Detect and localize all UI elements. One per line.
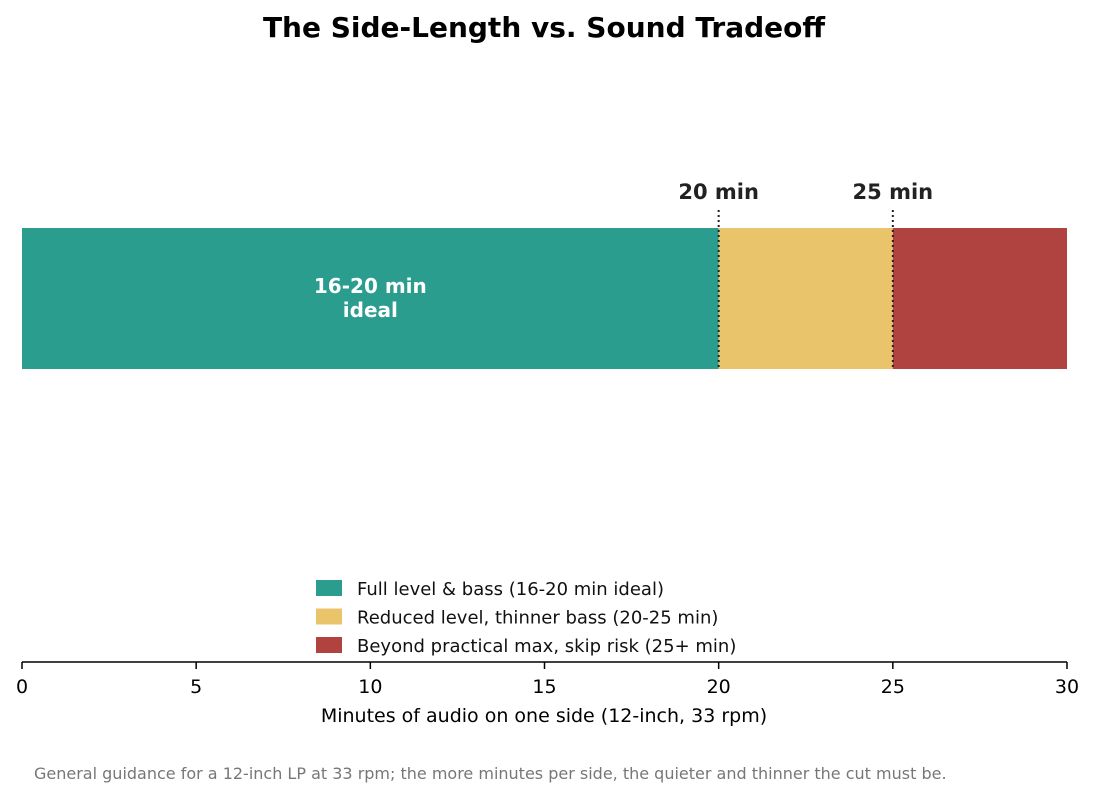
bar-annotation-line-1: 16-20 min <box>314 274 427 298</box>
x-axis-label: Minutes of audio on one side (12-inch, 3… <box>321 705 767 727</box>
marker-label-2: 25 min <box>853 180 934 204</box>
legend-swatch-2 <box>316 608 342 625</box>
bar-segment-2 <box>718 228 893 369</box>
legend-swatch-1 <box>316 580 342 596</box>
x-tick-label-7: 30 <box>1055 676 1079 698</box>
x-tick-label-6: 25 <box>881 676 905 698</box>
x-tick-label-2: 5 <box>190 676 202 698</box>
legend-swatch-3 <box>316 637 342 653</box>
x-tick-label-1: 0 <box>16 676 28 698</box>
x-tick-label-5: 20 <box>707 676 731 698</box>
bar-segments <box>22 228 1067 369</box>
x-axis: 0 5 10 15 20 25 30 <box>16 661 1079 698</box>
footnote: General guidance for a 12-inch LP at 33 … <box>34 764 947 783</box>
x-tick-label-4: 15 <box>532 676 556 698</box>
x-tick-label-3: 10 <box>358 676 382 698</box>
legend-label-2: Reduced level, thinner bass (20-25 min) <box>357 608 718 629</box>
bar-annotation-line-2: ideal <box>343 298 398 322</box>
legend: Full level & bass (16-20 min ideal) Reduc… <box>316 579 736 657</box>
threshold-markers: 20 min 25 min <box>678 180 933 369</box>
bar-segment-1 <box>22 228 719 369</box>
legend-label-3: Beyond practical max, skip risk (25+ min… <box>357 636 736 657</box>
legend-label-1: Full level & bass (16-20 min ideal) <box>357 579 664 600</box>
bar-annotation: 16-20 min ideal <box>314 274 427 322</box>
chart-title: The Side-Length vs. Sound Tradeoff <box>263 11 825 44</box>
marker-label-1: 20 min <box>678 180 759 204</box>
bar-segment-3 <box>892 228 1067 369</box>
